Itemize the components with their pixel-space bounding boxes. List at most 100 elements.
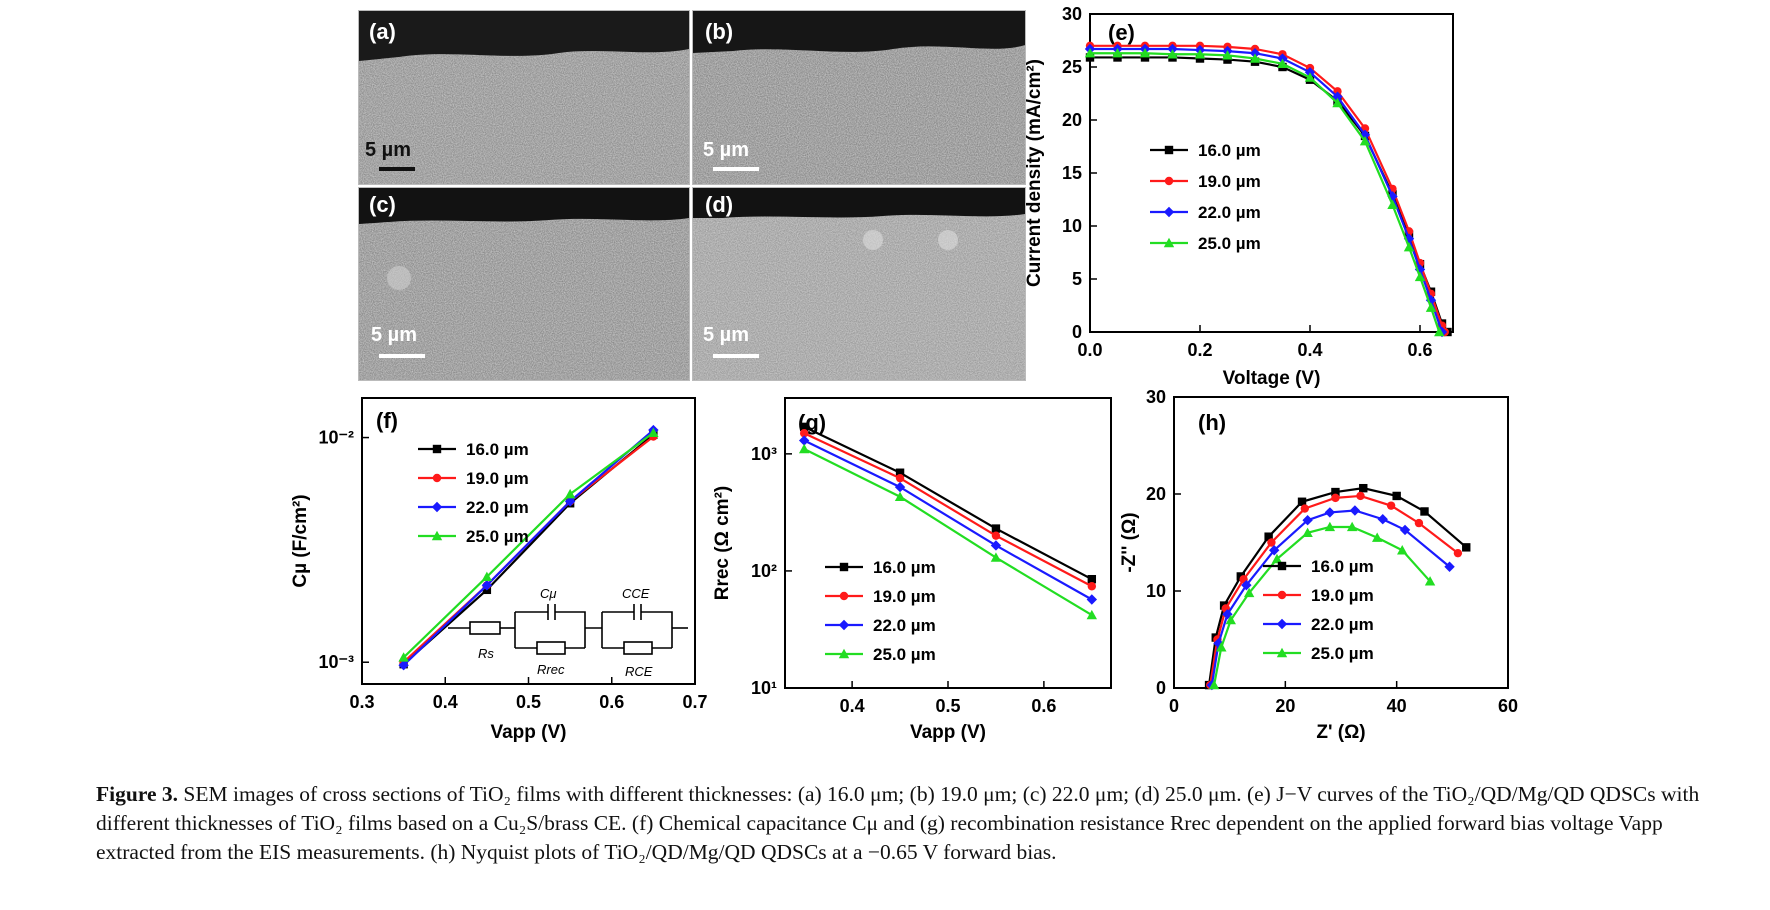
sem-scale-text-b: 5 µm [703,139,749,161]
sem-scale-text-d: 5 µm [703,324,749,346]
data-point [1397,545,1408,555]
data-point [1087,582,1097,591]
legend-label: 19.0 µm [1198,172,1261,191]
legend-marker [1163,206,1175,218]
data-point [1269,545,1280,556]
panel-label-f: (f) [376,408,398,433]
data-point [1359,129,1371,141]
y-tick-label: 20 [1062,110,1082,130]
data-point [1087,574,1097,584]
data-point [1249,48,1261,59]
data-point [1403,233,1415,244]
data-point [1349,505,1361,516]
data-point [1462,543,1471,552]
data-point [991,531,1001,540]
data-point [1304,72,1316,82]
x-tick-label: 60 [1498,696,1518,716]
data-point [1434,326,1445,337]
x-axis-label: Voltage (V) [1223,368,1321,389]
legend-marker [838,648,850,659]
data-point [1112,48,1123,58]
data-point [1222,50,1233,60]
data-point [1167,49,1178,59]
chart-h: 0 20 40 60 0 10 20 30 Z' (Ω) -Z'' (Ω) (h) 16.0 µm 19… [1119,387,1518,743]
x-tick-label: 0.4 [433,692,458,712]
x-tick-label: 20 [1275,696,1295,716]
series-line [803,448,1093,616]
data-point [1084,48,1096,58]
data-point [564,488,576,499]
data-point [1267,538,1276,547]
data-point [1386,501,1396,510]
y-tick-label: 25 [1062,57,1082,77]
data-point [1167,43,1178,55]
sem-label-a: (a) [369,19,396,44]
sem-texture-b [693,11,1025,184]
series-line [402,431,655,659]
y-tick-label: 10⁻² [318,428,354,448]
figure-caption: Figure 3. SEM images of cross sections o… [96,780,1746,867]
series-0 [799,422,1097,584]
sem-label-d: (d) [705,192,734,217]
data-point [481,571,493,582]
wire [641,611,673,648]
y-tick-label: 10² [751,561,777,581]
x-tick-label: 0.7 [682,692,707,712]
series-0 [1085,53,1452,337]
sem-scalebar-a [379,167,415,171]
data-point [1359,136,1371,146]
x-tick-label: 0.0 [1077,340,1102,360]
data-point [1249,53,1261,63]
series-1 [799,429,1097,591]
data-point [1222,609,1233,620]
legend-marker [1164,176,1174,186]
data-point [1331,493,1340,503]
data-point [1241,579,1252,591]
y-tick-label: 30 [1062,4,1082,24]
legend-marker [838,619,850,631]
data-point [1414,518,1424,528]
data-point [798,435,810,446]
sem-scalebar-c [379,354,425,358]
data-point [894,491,906,501]
data-point [1304,67,1316,78]
data-point [1195,54,1205,63]
data-point [1332,97,1343,108]
data-point [1271,553,1283,564]
x-tick-label: 0.5 [935,696,960,716]
legend: 16.0 µm 19.0 µm 22.0 µm 25.0 µm [418,440,529,546]
data-point [1297,497,1307,506]
data-point [1387,199,1398,209]
data-point [1139,48,1151,58]
sem-image-d: (d) 5 µm [692,187,1026,381]
legend-label: 16.0 µm [466,440,529,459]
panel-label-h: (h) [1198,410,1226,435]
chart-h-frame [1173,396,1509,689]
legend-label: 25.0 µm [466,527,529,546]
data-point [1216,642,1227,652]
y-axis-label: -Z'' (Ω) [1119,512,1140,572]
data-point [990,540,1002,551]
sem-image-a: (a) 5 µm [358,10,690,185]
legend-marker [839,562,849,572]
circuit-label-rce: RCE [625,664,653,679]
sem-texture-d [693,188,1025,380]
y-axis-label: Current density (mA/cm²) [1024,59,1045,287]
legend-marker [1276,618,1288,630]
data-point [398,659,409,671]
sem-image-c: (c) 5 µm [358,187,690,381]
legend: 16.0 µm 19.0 µm 22.0 µm 25.0 µm [1150,141,1261,253]
caption-label: Figure 3. [96,782,179,806]
legend-marker [1164,145,1174,155]
chart-e: 0.0 0.2 0.4 0.6 0 5 10 15 20 25 30 Voltage (V) Curre… [1024,4,1454,389]
legend-marker [1276,647,1288,658]
y-tick-label: 15 [1062,163,1082,183]
legend-marker [431,501,443,513]
legend-label: 25.0 µm [1311,644,1374,663]
legend-label: 25.0 µm [873,645,936,664]
legend-marker [1163,237,1175,248]
x-tick-label: 0.6 [599,692,624,712]
y-tick-label: 20 [1146,484,1166,504]
data-point [481,580,493,591]
legend-marker [839,591,849,601]
